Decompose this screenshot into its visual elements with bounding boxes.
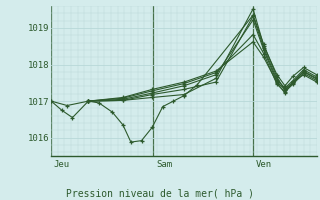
Text: Jeu: Jeu bbox=[54, 160, 70, 169]
Text: Sam: Sam bbox=[156, 160, 172, 169]
Text: Ven: Ven bbox=[256, 160, 272, 169]
Text: Pression niveau de la mer( hPa ): Pression niveau de la mer( hPa ) bbox=[66, 188, 254, 198]
